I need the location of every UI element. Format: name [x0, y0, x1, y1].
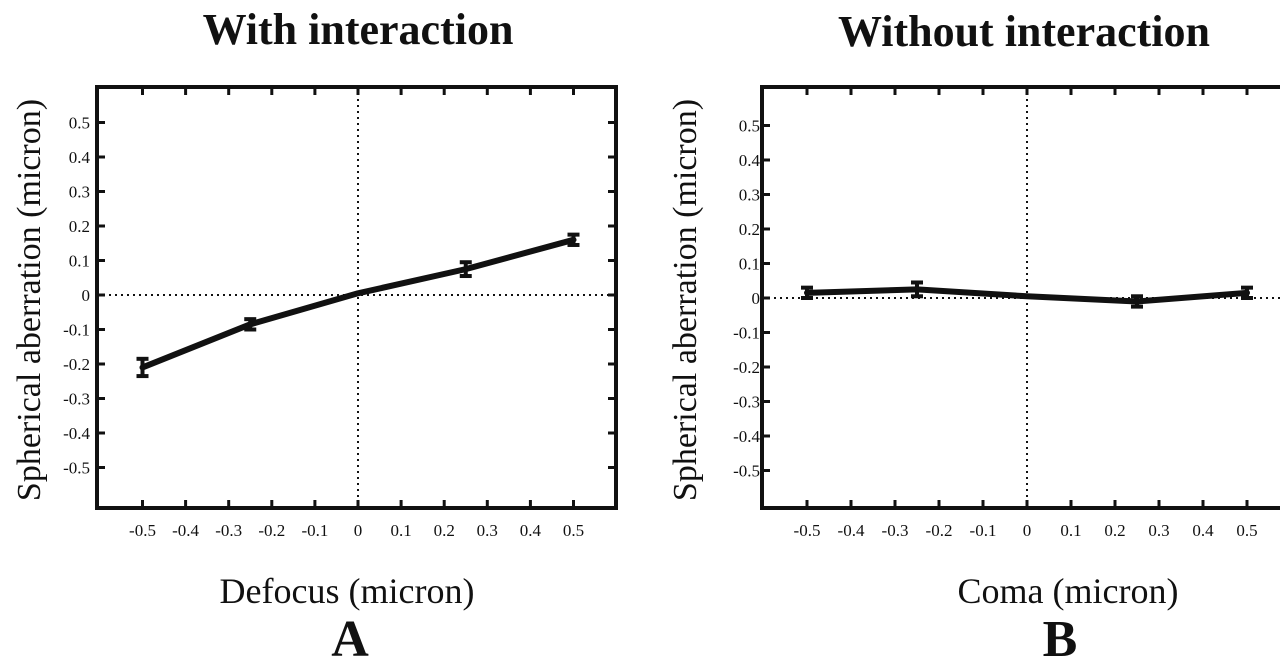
chart-b-ytick-label: -0.3 [733, 393, 760, 412]
chart-a-ytick-label: 0 [82, 286, 91, 305]
chart-b-xtick-label: -0.3 [882, 521, 909, 540]
chart-a-plot: -0.5 -0.4 -0.3 -0.2 -0.1 0 0.1 0.2 0.3 0.4 0.5 0.5 0… [63, 85, 618, 540]
chart-b-svg: Without interaction -0.5 -0.4 -0.3 -0.2 -0.1… [667, 7, 1280, 667]
chart-a-ytick-label: -0.1 [63, 321, 90, 340]
chart-a-xtick-label: -0.4 [172, 521, 199, 540]
chart-a-ytick-label: -0.3 [63, 390, 90, 409]
chart-b-ytick-label: 0.1 [739, 255, 760, 274]
chart-a-xtick-label: -0.3 [215, 521, 242, 540]
chart-a-ytick-label: 0.5 [69, 114, 90, 133]
chart-panel-b: Without interaction -0.5 -0.4 -0.3 -0.2 -0.1… [640, 0, 1280, 667]
chart-a-xtick-label: 0.5 [563, 521, 584, 540]
chart-a-ylabel: Spherical aberration (micron) [11, 99, 48, 501]
chart-a-xtick-label: -0.5 [129, 521, 156, 540]
chart-a-ytick-label: 0.3 [69, 183, 90, 202]
chart-a-xtick-label: -0.2 [258, 521, 285, 540]
chart-a-svg: With interaction -0.5 -0.4 -0.3 -0.2 -0.1 0 0.… [11, 5, 618, 667]
chart-a-xtick-label: 0.4 [520, 521, 542, 540]
chart-b-xlabel: Coma (micron) [958, 571, 1179, 611]
chart-a-ytick-label: 0.1 [69, 252, 90, 271]
chart-a-title: With interaction [203, 5, 514, 54]
chart-a-series-line [139, 236, 577, 371]
chart-a-xtick-label: 0.2 [434, 521, 455, 540]
chart-b-xtick-label: 0.5 [1236, 521, 1257, 540]
chart-b-ytick-label: 0.4 [739, 151, 761, 170]
chart-b-ytick-label: -0.2 [733, 358, 760, 377]
chart-b-ytick-label: -0.4 [733, 427, 760, 446]
chart-b-title: Without interaction [838, 7, 1210, 56]
chart-b-series-line [804, 286, 1250, 305]
chart-a-xtick-label: 0.3 [477, 521, 498, 540]
chart-a-xtick-label: 0.1 [390, 521, 411, 540]
chart-panel-a: With interaction -0.5 -0.4 -0.3 -0.2 -0.1 0 0.… [0, 0, 640, 667]
chart-a-xtick-label: -0.1 [301, 521, 328, 540]
chart-b-xtick-label: 0.4 [1192, 521, 1214, 540]
chart-b-xtick-label: -0.2 [926, 521, 953, 540]
chart-a-ytick-label: -0.5 [63, 459, 90, 478]
chart-b-ytick-label: 0.5 [739, 117, 760, 136]
chart-b-xtick-label: 0 [1023, 521, 1032, 540]
chart-a-ytick-label: -0.2 [63, 355, 90, 374]
chart-b-ytick-label: -0.1 [733, 324, 760, 343]
chart-b-xtick-label: -0.4 [838, 521, 865, 540]
chart-b-ytick-label: 0.3 [739, 186, 760, 205]
chart-a-ytick-label: 0.2 [69, 217, 90, 236]
chart-b-xtick-label: -0.1 [970, 521, 997, 540]
chart-b-xtick-label: 0.2 [1104, 521, 1125, 540]
chart-b-ytick-label: 0 [752, 289, 761, 308]
chart-a-ytick-label: 0.4 [69, 148, 91, 167]
chart-a-ytick-label: -0.4 [63, 424, 90, 443]
chart-a-frame [95, 85, 618, 510]
chart-b-ylabel: Spherical aberration (micron) [667, 99, 704, 501]
chart-b-xtick-label: -0.5 [794, 521, 821, 540]
chart-a-xlabel: Defocus (micron) [220, 571, 475, 611]
chart-b-ytick-label: 0.2 [739, 220, 760, 239]
chart-b-panel-letter: B [1043, 611, 1078, 662]
chart-b-plot: -0.5 -0.4 -0.3 -0.2 -0.1 0 0.1 0.2 0.3 0.4 0.5 0.5 0… [733, 85, 1280, 540]
chart-a-panel-letter: A [331, 611, 369, 662]
chart-b-ytick-label: -0.5 [733, 462, 760, 481]
chart-b-xtick-label: 0.1 [1060, 521, 1081, 540]
chart-b-xtick-label: 0.3 [1148, 521, 1169, 540]
chart-a-xtick-label: 0 [354, 521, 363, 540]
